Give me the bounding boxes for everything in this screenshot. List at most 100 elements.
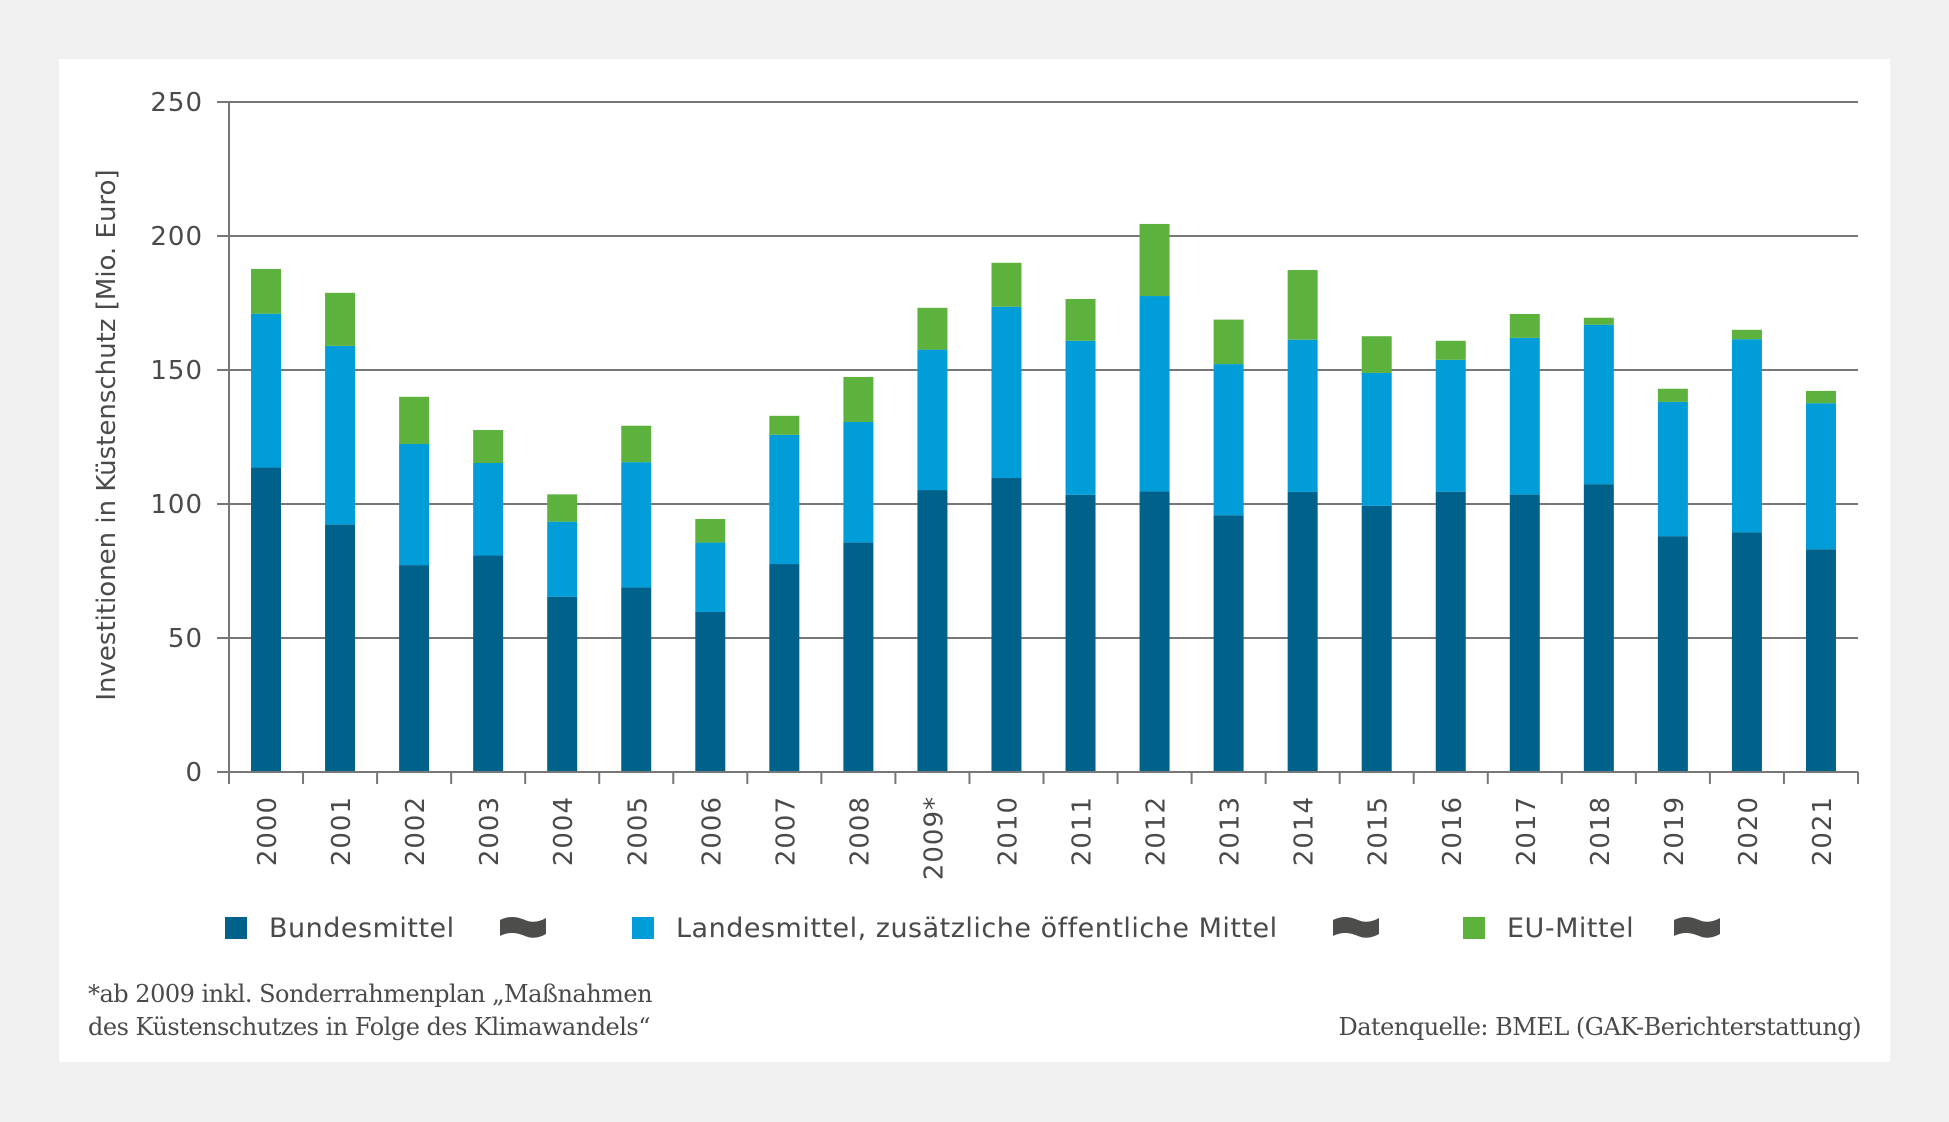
- bar-segment-landesmittel: [1213, 364, 1244, 516]
- bar-segment-landesmittel: [1139, 296, 1170, 492]
- bar-stack: [1805, 390, 1836, 772]
- x-tick-label: 2008: [845, 796, 875, 866]
- bar-segment-eu-mittel: [1805, 390, 1836, 404]
- bar-segment-eu-mittel: [843, 376, 874, 422]
- bar-segment-bundesmittel: [399, 565, 430, 772]
- bar-segment-landesmittel: [1583, 324, 1614, 485]
- bar-segment-bundesmittel: [621, 587, 652, 772]
- x-tick-label: 2007: [771, 796, 801, 866]
- x-tick-label: 2020: [1734, 796, 1764, 866]
- bar-stack: [1657, 388, 1688, 772]
- x-tick-label: 2010: [993, 796, 1023, 866]
- bar-stack: [1139, 223, 1170, 772]
- bar-segment-landesmittel: [1065, 340, 1096, 495]
- bar-stack: [547, 494, 578, 772]
- legend-item-bundesmittel: Bundesmittel: [225, 908, 455, 948]
- bar-segment-bundesmittel: [1583, 484, 1614, 772]
- bar-segment-landesmittel: [695, 542, 726, 613]
- wave-icon: [1333, 916, 1379, 938]
- x-tick-label: 2015: [1364, 796, 1394, 866]
- bar-segment-landesmittel: [473, 462, 504, 556]
- legend: Bundesmittel Landesmittel, zusätzliche ö…: [0, 908, 1949, 948]
- bar-segment-eu-mittel: [547, 494, 578, 522]
- bar-stack: [695, 519, 726, 772]
- x-tick-label: 2006: [697, 796, 727, 866]
- bar-segment-bundesmittel: [1139, 491, 1170, 772]
- bar-segment-bundesmittel: [769, 564, 800, 772]
- bar-segment-eu-mittel: [1657, 388, 1688, 402]
- axes: [217, 102, 1859, 784]
- bar-stack: [1065, 298, 1096, 772]
- bar-segment-bundesmittel: [1065, 494, 1096, 772]
- bar-segment-eu-mittel: [399, 396, 430, 444]
- bar-stack: [399, 396, 430, 772]
- x-tick-label: 2000: [253, 796, 283, 866]
- bar-segment-eu-mittel: [1583, 317, 1614, 325]
- bar-segment-bundesmittel: [473, 555, 504, 772]
- bar-segment-eu-mittel: [621, 425, 652, 463]
- wave-icon: [1674, 916, 1720, 938]
- bar-stack: [1435, 340, 1466, 772]
- x-tick-label: 2018: [1586, 796, 1616, 866]
- x-tick-label: 2017: [1512, 796, 1542, 866]
- y-tick-label: 0: [185, 758, 203, 788]
- bar-segment-landesmittel: [399, 443, 430, 566]
- bar-segment-bundesmittel: [1213, 515, 1244, 772]
- footnote: *ab 2009 inkl. Sonderrahmenplan „Maßnahm…: [88, 978, 653, 1044]
- legend-swatch-bundesmittel: [225, 917, 247, 939]
- bar-segment-landesmittel: [251, 313, 282, 468]
- y-tick-labels: 0 50 100 150 200 250: [150, 88, 203, 788]
- bar-segment-bundesmittel: [1287, 491, 1318, 772]
- bar-segment-landesmittel: [1657, 401, 1688, 537]
- bar-segment-bundesmittel: [991, 478, 1022, 772]
- bar-segment-landesmittel: [621, 462, 652, 588]
- bar-stack: [1213, 319, 1244, 772]
- x-tick-label: 2003: [475, 796, 505, 866]
- legend-item-landesmittel: Landesmittel, zusätzliche öffentliche Mi…: [632, 908, 1278, 948]
- bar-segment-bundesmittel: [695, 612, 726, 772]
- bar-stack: [1731, 329, 1762, 772]
- x-tick-label: 2019: [1660, 796, 1690, 866]
- x-tick-label: 2012: [1142, 796, 1172, 866]
- bar-segment-eu-mittel: [1287, 270, 1318, 340]
- bar-segment-eu-mittel: [991, 262, 1022, 307]
- bar-segment-landesmittel: [1361, 372, 1392, 506]
- bar-segment-bundesmittel: [843, 542, 874, 772]
- x-tick-labels: 2000 2001 2002 2003 2004 2005 2006 2007 2008 2009…: [253, 796, 1838, 880]
- bar-segment-landesmittel: [1731, 339, 1762, 533]
- bar-segment-bundesmittel: [1509, 494, 1540, 772]
- bar-stack: [843, 376, 874, 772]
- bar-stack: [325, 292, 356, 772]
- bar-stack: [1287, 270, 1318, 772]
- x-tick-label: 2011: [1068, 796, 1098, 866]
- data-source: Datenquelle: BMEL (GAK-Berichterstattung…: [1338, 1013, 1861, 1041]
- bar-segment-bundesmittel: [547, 596, 578, 772]
- bar-segment-eu-mittel: [473, 430, 504, 463]
- bar-segment-eu-mittel: [1509, 313, 1540, 338]
- bar-segment-eu-mittel: [769, 415, 800, 435]
- bar-segment-eu-mittel: [251, 268, 282, 314]
- legend-label: Bundesmittel: [269, 912, 455, 944]
- legend-swatch-landesmittel: [632, 917, 654, 939]
- bar-segment-landesmittel: [991, 306, 1022, 479]
- legend-swatch-eu-mittel: [1463, 917, 1485, 939]
- bars: [251, 223, 1836, 772]
- bar-segment-eu-mittel: [1361, 336, 1392, 373]
- bar-segment-eu-mittel: [917, 307, 948, 350]
- bar-stack: [1509, 313, 1540, 772]
- bar-segment-landesmittel: [1805, 403, 1836, 550]
- bar-segment-bundesmittel: [325, 524, 356, 772]
- y-tick-label: 50: [168, 624, 203, 654]
- bar-segment-landesmittel: [1287, 339, 1318, 492]
- bar-segment-landesmittel: [1435, 359, 1466, 492]
- x-tick-label: 2021: [1808, 796, 1838, 866]
- x-tick-label: 2004: [549, 796, 579, 866]
- x-tick-label: 2016: [1438, 796, 1468, 866]
- footnote-line-2: des Küstenschutzes in Folge des Klimawan…: [88, 1013, 651, 1041]
- bar-segment-landesmittel: [769, 434, 800, 565]
- bar-segment-eu-mittel: [1213, 319, 1244, 365]
- bar-stack: [1361, 336, 1392, 772]
- bar-segment-landesmittel: [1509, 337, 1540, 495]
- legend-label: Landesmittel, zusätzliche öffentliche Mi…: [676, 912, 1278, 944]
